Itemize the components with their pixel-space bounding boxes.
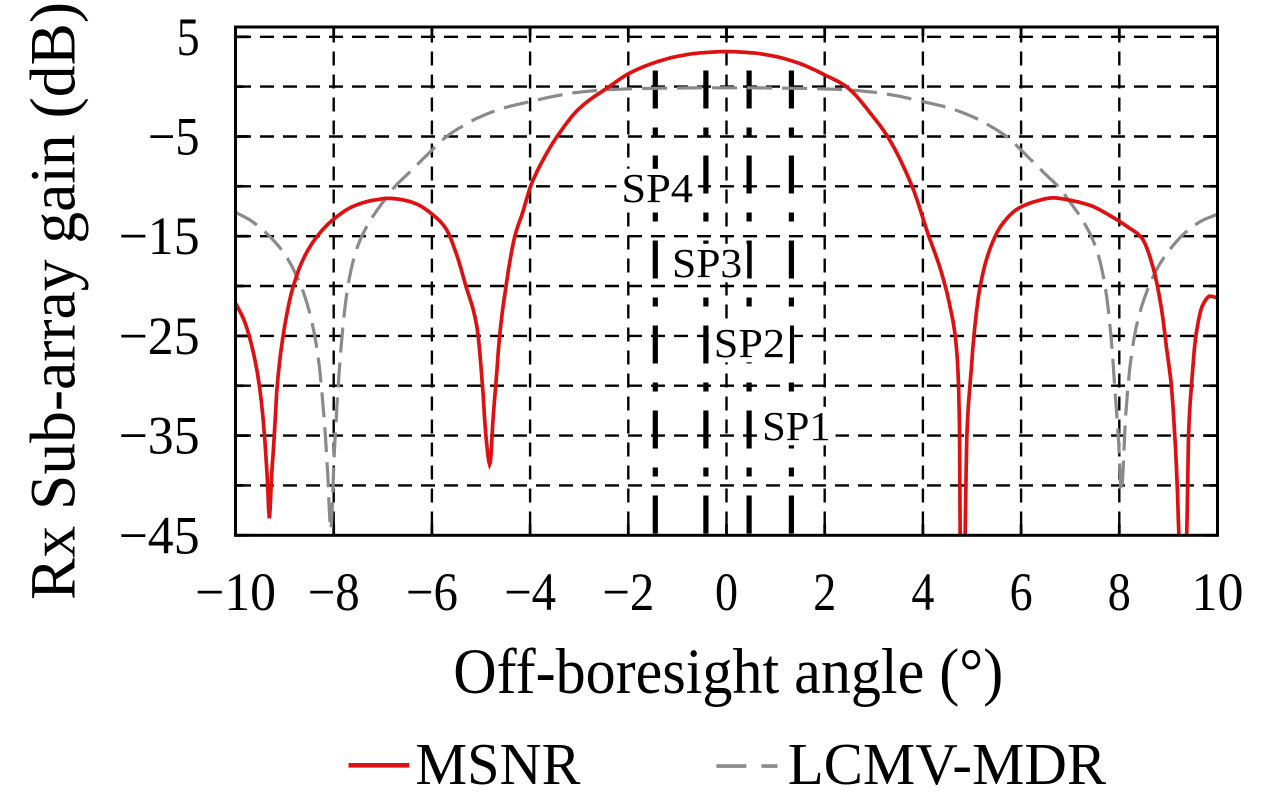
svg-text:5: 5 <box>177 7 200 67</box>
svg-text:2: 2 <box>813 562 836 622</box>
svg-text:4: 4 <box>911 562 934 622</box>
svg-text:LCMV-MDR: LCMV-MDR <box>788 731 1107 797</box>
svg-text:−10: −10 <box>195 562 276 622</box>
svg-text:−45: −45 <box>119 505 200 565</box>
svg-text:10: 10 <box>1192 562 1244 622</box>
svg-text:−8: −8 <box>308 562 360 622</box>
svg-text:6: 6 <box>1010 562 1033 622</box>
svg-text:MSNR: MSNR <box>415 731 581 797</box>
svg-text:8: 8 <box>1108 562 1131 622</box>
svg-text:Off-boresight angle (°): Off-boresight angle (°) <box>453 636 1003 708</box>
svg-text:−35: −35 <box>119 406 200 466</box>
svg-text:−2: −2 <box>602 562 654 622</box>
svg-text:0: 0 <box>715 562 738 622</box>
svg-text:−4: −4 <box>504 562 556 622</box>
svg-text:SP3: SP3 <box>672 240 742 286</box>
svg-text:−6: −6 <box>406 562 458 622</box>
svg-text:SP2: SP2 <box>714 320 785 366</box>
svg-text:SP1: SP1 <box>762 403 830 449</box>
svg-text:−15: −15 <box>119 206 200 266</box>
svg-text:SP4: SP4 <box>621 165 693 211</box>
svg-text:Rx Sub-array gain (dB): Rx Sub-array gain (dB) <box>18 2 90 600</box>
svg-text:−5: −5 <box>148 107 200 167</box>
svg-text:−25: −25 <box>119 306 200 366</box>
